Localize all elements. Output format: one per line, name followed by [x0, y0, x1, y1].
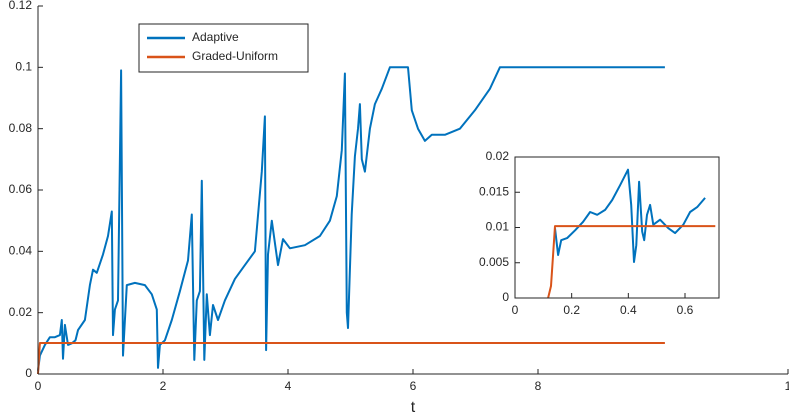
x-tick-label: 8 — [535, 379, 542, 393]
x-tick-label: 0 — [35, 379, 42, 393]
x-tick-label: 1 — [785, 379, 789, 393]
legend-label: Adaptive — [192, 30, 239, 44]
y-tick-label: 0 — [25, 366, 32, 380]
y-tick-label: 0.08 — [9, 121, 33, 135]
x-tick-label: 0.6 — [677, 303, 694, 317]
legend-label: Graded-Uniform — [192, 49, 278, 63]
x-tick-label: 6 — [410, 379, 417, 393]
legend: Adaptive Graded-Uniform — [138, 23, 309, 73]
x-axis-label: t — [411, 399, 416, 416]
data-line — [37, 66, 665, 372]
y-tick-label: 0.06 — [9, 182, 33, 196]
x-tick-label: 0 — [512, 303, 519, 317]
y-tick-label: 0.015 — [479, 184, 509, 198]
data-line — [554, 168, 706, 263]
y-tick-label: 0.005 — [479, 255, 509, 269]
data-line — [547, 225, 716, 299]
x-tick-label: 0.2 — [563, 303, 580, 317]
x-tick-label: 4 — [285, 379, 292, 393]
y-tick-label: 0.02 — [486, 149, 510, 163]
data-line — [37, 342, 665, 375]
inset-frame — [514, 156, 720, 299]
legend-box — [138, 23, 309, 73]
inset-background — [514, 156, 720, 299]
x-tick-label: 0.4 — [620, 303, 637, 317]
y-tick-label: 0.04 — [9, 244, 33, 258]
y-tick-label: 0.02 — [9, 305, 33, 319]
x-tick-label: 2 — [160, 379, 167, 393]
y-tick-label: 0.01 — [486, 220, 510, 234]
y-tick-label: 0.1 — [15, 60, 32, 74]
y-tick-label: 0 — [502, 290, 509, 304]
y-tick-label: 0.12 — [9, 0, 33, 12]
